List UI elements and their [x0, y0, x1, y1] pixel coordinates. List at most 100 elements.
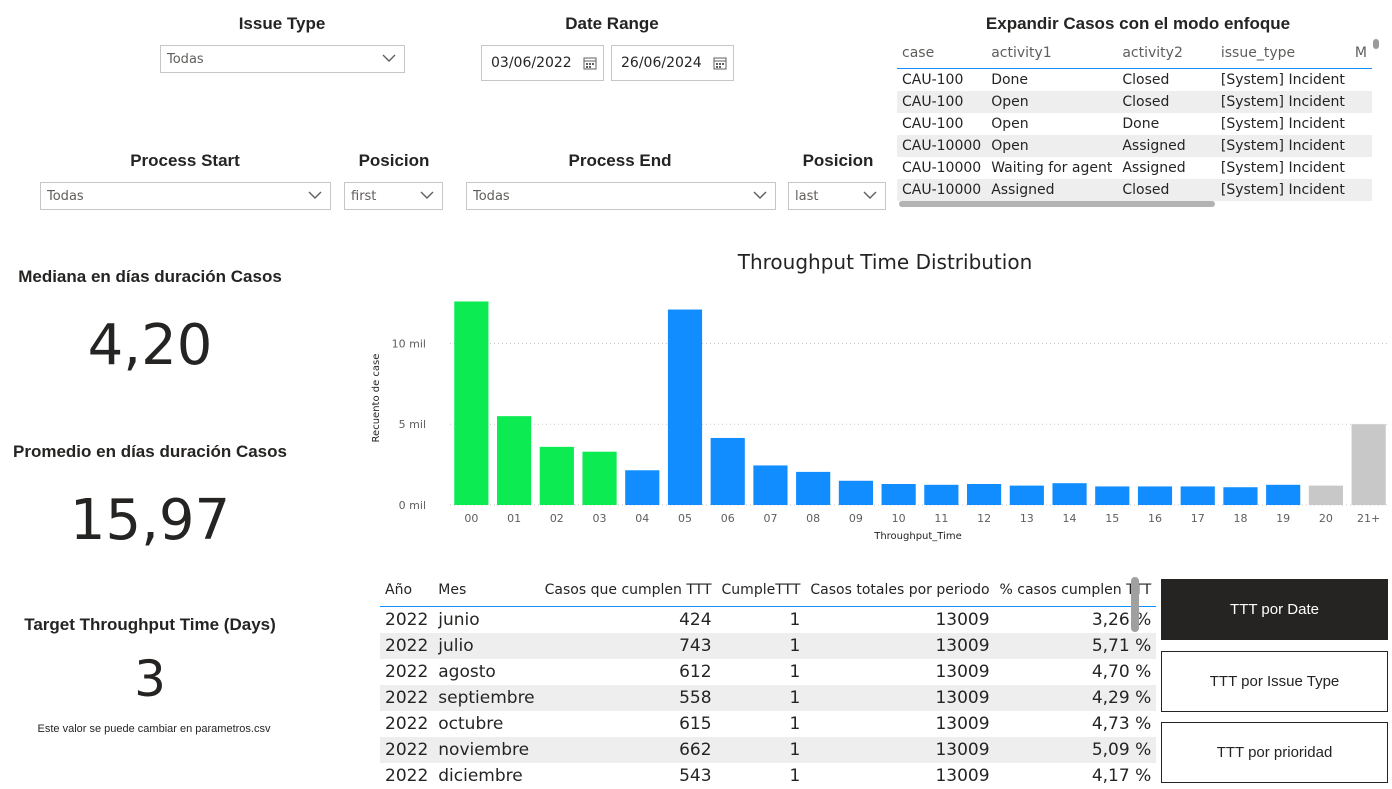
issue-type-dropdown[interactable]: Todas [160, 45, 405, 73]
bar-02[interactable] [539, 446, 574, 505]
bar-19[interactable] [1266, 484, 1301, 505]
table-cell: Done [991, 72, 1029, 88]
bar-17[interactable] [1180, 486, 1215, 505]
table-cell: 2022 [380, 737, 434, 763]
horizontal-scrollbar[interactable] [899, 201, 1215, 207]
table-cell: 612 [679, 662, 712, 682]
bar-05[interactable] [667, 309, 703, 505]
table-cell: 13009 [805, 737, 995, 763]
chart-title: Throughput Time Distribution [737, 250, 1033, 274]
bar-09[interactable] [838, 480, 873, 505]
table-cell: 424 [679, 610, 712, 630]
column-header[interactable]: Año [380, 574, 434, 607]
table-row[interactable]: 2022 octubre 615 1 13009 4,73 % [380, 711, 1156, 737]
table-row[interactable]: CAU-10000 Assigned Closed [System] Incid… [897, 179, 1372, 201]
issue-type-title: Issue Type [238, 14, 326, 33]
ttt-by-issue-type-button[interactable]: TTT por Issue Type [1161, 651, 1388, 712]
ttt-table: Año Mes Casos que cumplen TTT CumpleTTT … [380, 574, 1157, 789]
calendar-icon[interactable] [713, 56, 727, 70]
column-header[interactable]: Casos que cumplen TTT [539, 574, 717, 607]
table-row[interactable]: 2022 junio 424 1 13009 3,26 % [380, 607, 1156, 634]
table-cell: noviembre [433, 737, 540, 763]
mean-value: 15,97 [69, 488, 231, 553]
table-cell: CAU-100 [897, 91, 987, 113]
table-row[interactable]: 2022 septiembre 558 1 13009 4,29 % [380, 685, 1157, 711]
table-row[interactable]: 2022 diciembre 543 1 13009 4,17 % [380, 763, 1156, 789]
table-cell: agosto [438, 662, 496, 682]
bar-08[interactable] [796, 471, 831, 505]
column-header[interactable]: Mes [433, 574, 540, 607]
table-cell [1349, 91, 1372, 113]
table-row[interactable]: CAU-100 Open Closed [System] Incident [897, 91, 1372, 113]
process-start-title: Process Start [130, 151, 240, 170]
calendar-icon[interactable] [583, 56, 597, 70]
table-row[interactable]: CAU-100 Open Done [System] Incident [897, 113, 1372, 135]
table-cell: Closed [1117, 91, 1216, 113]
table-row[interactable]: CAU-10000 Waiting for agent Assigned [Sy… [897, 157, 1372, 179]
y-tick-label: 5 mil [399, 418, 426, 431]
table-row[interactable]: 2022 noviembre 662 1 13009 5,09 % [380, 737, 1157, 763]
ttt-by-priority-button[interactable]: TTT por prioridad [1161, 722, 1388, 783]
column-header[interactable]: case [897, 38, 987, 69]
process-start-dropdown[interactable]: Todas [40, 182, 331, 210]
table-cell: 5,71 % [994, 633, 1157, 659]
column-header[interactable]: activity2 [1117, 38, 1216, 69]
posicion-start-dropdown[interactable]: first [344, 182, 443, 210]
bar-13[interactable] [1009, 485, 1044, 505]
chart-x-axis-label: Throughput_Time [873, 531, 962, 542]
bar-20[interactable] [1308, 485, 1343, 505]
table-cell: 4,73 % [1091, 714, 1152, 734]
x-tick-label: 02 [550, 512, 564, 525]
bar-07[interactable] [753, 465, 788, 505]
chevron-down-icon [308, 191, 322, 199]
vertical-scrollbar[interactable] [1373, 39, 1379, 49]
table-row[interactable]: CAU-10000 Open Assigned [System] Inciden… [897, 135, 1372, 157]
bar-15[interactable] [1095, 486, 1130, 505]
x-tick-label: 05 [678, 512, 692, 525]
bar-14[interactable] [1052, 483, 1087, 505]
bar-03[interactable] [582, 451, 617, 505]
table-cell: 743 [539, 633, 717, 659]
table-cell: Done [1122, 116, 1160, 132]
ttt-by-date-button[interactable]: TTT por Date [1161, 579, 1388, 640]
chart-y-axis-label: Recuento de case [371, 354, 382, 443]
column-header[interactable]: CumpleTTT [716, 574, 806, 607]
bar-10[interactable] [881, 484, 916, 505]
posicion-end-dropdown[interactable]: last [788, 182, 886, 210]
date-start-input[interactable]: 03/06/2022 [481, 45, 604, 81]
table-cell: [System] Incident [1220, 116, 1345, 132]
date-end-input[interactable]: 26/06/2024 [611, 45, 734, 81]
ttt-table-scrollbar[interactable] [1131, 577, 1139, 632]
bar-11[interactable] [924, 484, 959, 505]
table-cell: Open [991, 116, 1029, 132]
bar-21+[interactable] [1351, 424, 1386, 505]
bar-01[interactable] [497, 416, 532, 505]
ttt-table-header: Año Mes Casos que cumplen TTT CumpleTTT … [380, 574, 1157, 607]
column-header[interactable]: % casos cumplen TTT [994, 574, 1157, 607]
chevron-down-icon [420, 191, 434, 199]
process-start-value: Todas [47, 189, 84, 204]
bar-00[interactable] [454, 301, 489, 505]
table-cell: Closed [1117, 179, 1216, 201]
table-cell: 2022 [385, 662, 429, 682]
bar-12[interactable] [967, 484, 1002, 505]
x-tick-label: 06 [721, 512, 735, 525]
table-cell [1350, 157, 1372, 179]
issue-type-value: Todas [167, 52, 204, 67]
bar-16[interactable] [1137, 486, 1173, 505]
table-row[interactable]: CAU-100 Done Closed [System] Incident [897, 69, 1372, 92]
bar-04[interactable] [625, 470, 660, 505]
x-tick-label: 14 [1063, 512, 1077, 525]
table-row[interactable]: 2022 agosto 612 1 13009 4,70 % [380, 659, 1156, 685]
column-header[interactable]: activity1 [986, 38, 1118, 69]
column-header[interactable]: M [1349, 38, 1372, 69]
x-tick-label: 11 [934, 512, 948, 525]
target-value: 3 [134, 650, 166, 708]
column-header[interactable]: Casos totales por periodo [805, 574, 995, 607]
table-cell: Assigned [986, 179, 1118, 201]
bar-06[interactable] [710, 437, 745, 505]
column-header[interactable]: issue_type [1215, 38, 1350, 69]
bar-18[interactable] [1223, 487, 1258, 505]
process-end-dropdown[interactable]: Todas [466, 182, 776, 210]
table-row[interactable]: 2022 julio 743 1 13009 5,71 % [380, 633, 1157, 659]
